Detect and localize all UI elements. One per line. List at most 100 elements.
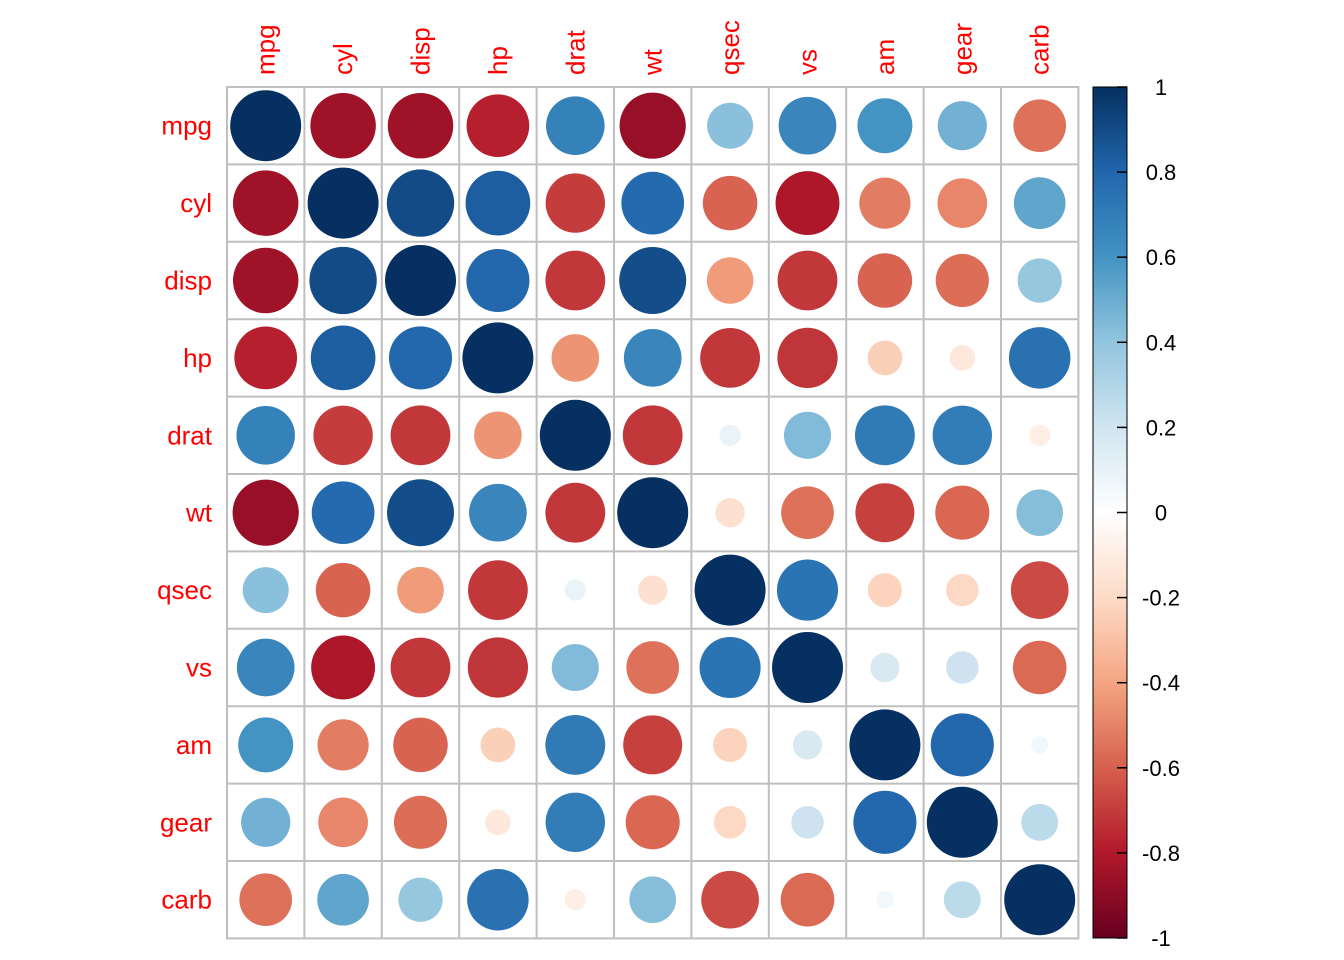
corr-circle-gear-qsec xyxy=(713,806,747,839)
corr-circle-mpg-hp xyxy=(466,94,530,158)
colorbar-tick-label: 0 xyxy=(1155,501,1167,526)
corr-circle-gear-carb xyxy=(1021,803,1059,841)
corr-circle-wt-am xyxy=(855,483,915,543)
corr-circle-disp-qsec xyxy=(706,257,754,304)
corr-circle-wt-wt xyxy=(617,477,689,549)
col-label-am: am xyxy=(870,39,900,75)
row-label-cyl: cyl xyxy=(180,188,212,218)
corr-circle-carb-gear xyxy=(943,881,981,919)
corr-circle-vs-carb xyxy=(1012,640,1067,695)
corr-circle-hp-wt xyxy=(623,329,682,387)
colorbar-tick-label: -1 xyxy=(1151,926,1171,951)
corr-circle-gear-gear xyxy=(926,786,998,858)
corr-circle-hp-qsec xyxy=(700,327,761,388)
corr-circle-wt-carb xyxy=(1016,489,1063,536)
corr-circle-drat-am xyxy=(854,405,915,466)
corr-circle-wt-drat xyxy=(545,482,606,543)
corr-circle-cyl-cyl xyxy=(307,167,379,239)
corr-circle-am-carb xyxy=(1031,736,1049,754)
corr-circle-disp-drat xyxy=(545,250,606,311)
corr-circle-drat-drat xyxy=(539,399,611,471)
corr-circle-carb-hp xyxy=(467,868,529,931)
corr-circle-cyl-carb xyxy=(1013,177,1066,229)
corr-circle-qsec-carb xyxy=(1010,561,1069,619)
corr-circle-qsec-mpg xyxy=(242,567,289,614)
corr-circle-disp-vs xyxy=(777,250,838,311)
corr-circle-gear-am xyxy=(853,790,917,854)
corr-circle-wt-cyl xyxy=(311,481,375,545)
corr-circle-am-cyl xyxy=(317,719,369,771)
corr-circle-gear-cyl xyxy=(318,797,368,848)
corr-circle-am-gear xyxy=(930,713,994,777)
row-label-gear: gear xyxy=(160,807,212,837)
corr-circle-am-drat xyxy=(545,714,606,775)
col-label-mpg: mpg xyxy=(251,24,281,75)
colorbar-tick-label: 0.6 xyxy=(1146,245,1177,270)
corr-circle-wt-gear xyxy=(935,485,990,540)
corr-circle-qsec-cyl xyxy=(315,562,371,618)
row-label-vs: vs xyxy=(186,653,212,683)
col-label-drat: drat xyxy=(560,29,590,75)
corr-circle-carb-wt xyxy=(629,876,676,923)
corr-circle-am-am xyxy=(849,709,921,781)
corr-circle-hp-cyl xyxy=(310,325,376,391)
corr-circle-hp-drat xyxy=(551,334,600,382)
corr-circle-gear-drat xyxy=(545,792,605,852)
corr-circle-disp-am xyxy=(857,253,913,308)
corr-circle-disp-carb xyxy=(1017,258,1062,303)
corr-circle-hp-gear xyxy=(949,345,976,371)
corr-circle-qsec-wt xyxy=(638,575,668,605)
corr-circle-drat-hp xyxy=(474,411,522,460)
corr-circle-cyl-wt xyxy=(621,171,685,235)
corr-circle-carb-disp xyxy=(398,877,443,922)
corr-circle-wt-disp xyxy=(387,479,454,547)
corr-circle-mpg-am xyxy=(857,98,913,154)
corr-circle-am-hp xyxy=(480,727,516,763)
corr-circle-hp-mpg xyxy=(234,326,298,390)
corr-circle-vs-cyl xyxy=(311,635,376,700)
corr-circle-mpg-mpg xyxy=(230,90,302,162)
corr-circle-disp-hp xyxy=(466,248,530,313)
row-labels: mpg cyl disp hp drat wt qsec vs am gear carb xyxy=(157,111,213,915)
col-label-gear: gear xyxy=(947,23,977,75)
corr-circle-cyl-qsec xyxy=(702,175,758,231)
row-label-wt: wt xyxy=(185,498,213,528)
corr-circle-vs-disp xyxy=(390,637,451,698)
corr-circle-am-qsec xyxy=(713,727,748,762)
corr-circle-drat-carb xyxy=(1029,424,1051,446)
corr-circle-drat-gear xyxy=(932,405,992,465)
row-label-disp: disp xyxy=(164,266,212,296)
corr-circle-drat-cyl xyxy=(313,405,373,465)
corr-circle-carb-am xyxy=(876,891,894,909)
corr-circle-am-wt xyxy=(623,715,683,775)
colorbar: 1 0.8 0.6 0.4 0.2 0 -0.2 -0.4 -0.6 -0.8 -1 xyxy=(1092,75,1180,951)
corr-circle-cyl-vs xyxy=(775,171,840,236)
corr-circle-qsec-hp xyxy=(467,560,528,621)
corr-circle-gear-hp xyxy=(485,809,511,836)
col-label-hp: hp xyxy=(483,46,513,75)
corr-circle-vs-vs xyxy=(772,632,843,703)
corr-circle-disp-wt xyxy=(619,247,687,314)
row-label-qsec: qsec xyxy=(157,575,212,605)
row-label-mpg: mpg xyxy=(161,111,212,141)
corr-circle-disp-mpg xyxy=(232,247,299,314)
corr-circle-cyl-hp xyxy=(465,170,531,236)
row-label-am: am xyxy=(176,730,212,760)
corr-circle-vs-gear xyxy=(946,651,979,684)
corr-circle-mpg-gear xyxy=(937,101,987,151)
corr-circle-gear-disp xyxy=(393,795,448,849)
corr-circle-mpg-cyl xyxy=(310,92,376,159)
corr-circle-carb-qsec xyxy=(701,870,759,929)
colorbar-tick-label: 0.4 xyxy=(1146,330,1177,355)
corr-circle-am-mpg xyxy=(238,717,294,773)
corr-circle-vs-am xyxy=(870,652,900,683)
corr-circle-hp-hp xyxy=(462,322,534,394)
col-label-carb: carb xyxy=(1025,24,1055,75)
corr-circle-wt-hp xyxy=(469,483,527,542)
correlation-circles xyxy=(230,90,1076,936)
corr-circle-vs-hp xyxy=(467,637,529,698)
corr-circle-cyl-am xyxy=(859,177,911,229)
corr-circle-am-disp xyxy=(393,717,448,773)
corr-circle-gear-wt xyxy=(625,795,680,850)
corr-circle-cyl-drat xyxy=(545,173,605,233)
